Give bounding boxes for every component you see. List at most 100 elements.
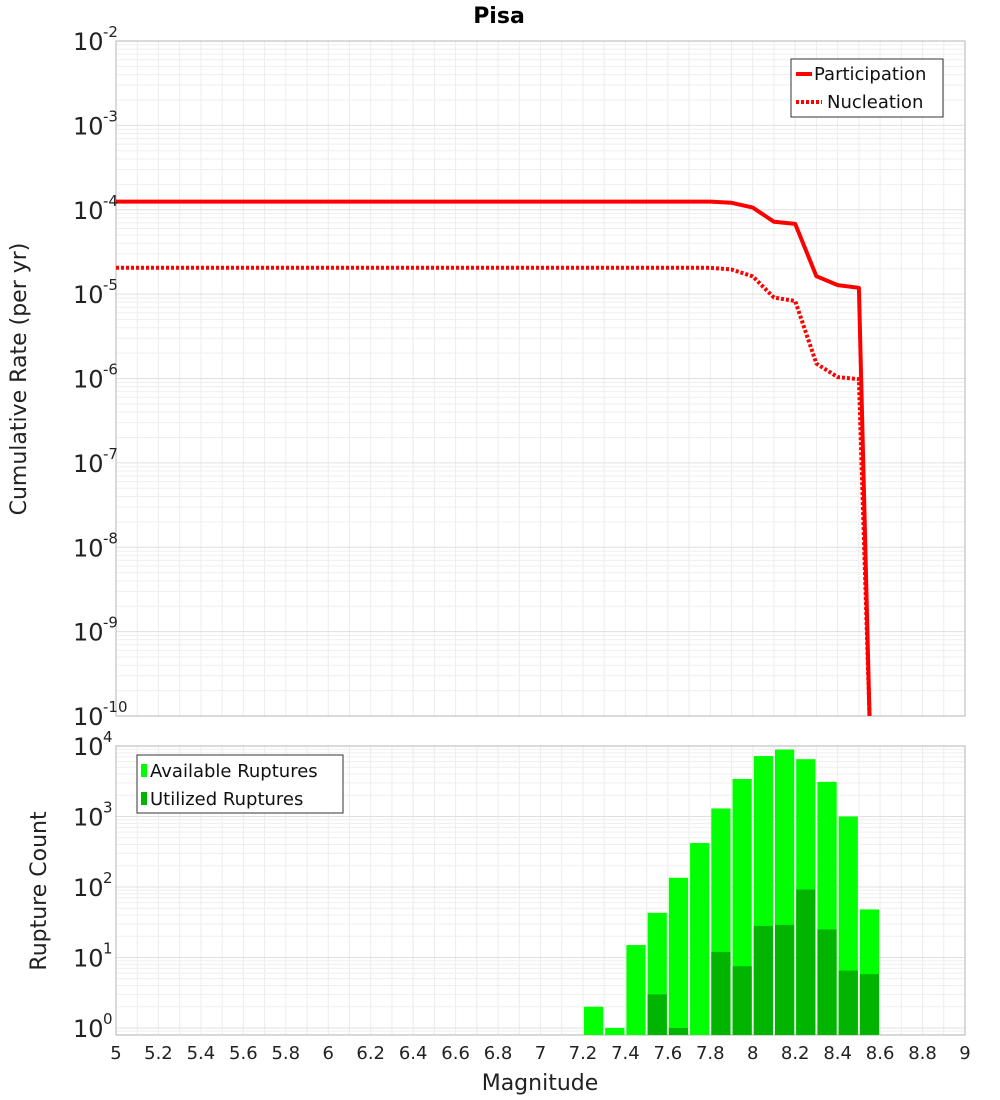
x-tick-label: 8.4 (823, 1043, 852, 1064)
tick-exponent: -4 (103, 192, 118, 210)
tick-base: 10 (73, 733, 104, 761)
utilized-rupture-bar (753, 925, 773, 1035)
x-tick-label: 6.2 (356, 1043, 385, 1064)
x-tick-label: 7.6 (654, 1043, 683, 1064)
tick-exponent: -2 (103, 23, 118, 41)
tick-base: 10 (73, 534, 104, 562)
top-y-tick-label: 10 -2 (73, 23, 118, 56)
bottom-y-axis-label: Rupture Count (27, 811, 52, 971)
x-tick-label: 8.8 (908, 1043, 937, 1064)
x-tick-label: 6.4 (399, 1043, 428, 1064)
top-y-tick-label: 10 -10 (73, 698, 128, 731)
utilized-rupture-bar (668, 1027, 689, 1035)
bottom-y-tick-label: 10 2 (73, 869, 113, 902)
x-tick-label: 5.6 (229, 1043, 258, 1064)
tick-exponent: -6 (103, 361, 118, 379)
utilized-rupture-bar (732, 966, 752, 1035)
utilized-rupture-bar (711, 951, 731, 1035)
available-rupture-bar (690, 843, 710, 1035)
tick-exponent: -7 (103, 445, 118, 463)
top-y-tick-label: 10 -6 (73, 361, 118, 394)
bottom-y-tick-label: 10 0 (73, 1010, 113, 1043)
tick-base: 10 (73, 450, 104, 478)
tick-base: 10 (73, 874, 104, 902)
tick-base: 10 (73, 803, 104, 831)
tick-base: 10 (73, 28, 104, 56)
tick-base: 10 (73, 366, 104, 394)
legend-available-swatch (141, 764, 147, 777)
top-y-tick-label: 10 -8 (73, 529, 118, 562)
bottom-plot-frame (115, 745, 966, 1036)
bottom-y-tick-label: 10 4 (73, 728, 113, 761)
x-tick-label: 7.8 (696, 1043, 725, 1064)
tick-exponent: -5 (103, 276, 118, 294)
tick-exponent: 3 (103, 798, 113, 816)
utilized-rupture-bar (647, 994, 667, 1035)
top-y-axis-label: Cumulative Rate (per yr) (7, 243, 32, 516)
top-y-tick-label: 10 -4 (73, 192, 118, 225)
x-tick-label: 6.8 (484, 1043, 513, 1064)
x-tick-label: 8.6 (866, 1043, 895, 1064)
x-axis-label: Magnitude (482, 1071, 599, 1096)
x-tick-label: 9 (959, 1043, 970, 1064)
x-tick-label: 5.4 (187, 1043, 216, 1064)
legend-nucleation-label: Nucleation (827, 92, 923, 113)
bottom-legend: Available Ruptures Utilized Ruptures (136, 754, 344, 814)
available-rupture-bar (605, 1027, 625, 1035)
tick-base: 10 (73, 281, 104, 309)
legend-utilized-label: Utilized Ruptures (150, 789, 303, 810)
x-tick-label: 6.6 (441, 1043, 470, 1064)
top-y-tick-label: 10 -7 (73, 445, 118, 478)
bottom-y-tick-label: 10 1 (73, 939, 113, 972)
tick-base: 10 (73, 1015, 104, 1043)
utilized-rupture-bar (817, 929, 837, 1035)
top-legend-box (790, 58, 944, 118)
x-tick-label: 5.8 (271, 1043, 300, 1064)
top-legend: Participation Nucleation (790, 58, 944, 118)
legend-participation-label: Participation (814, 64, 926, 85)
nucleation-line (116, 265, 872, 717)
top-grid (115, 41, 966, 717)
participation-line (116, 199, 872, 717)
chart-title: Pisa (473, 4, 525, 29)
tick-exponent: -9 (103, 614, 118, 632)
x-tick-label: 7.2 (569, 1043, 598, 1064)
tick-exponent: 4 (103, 728, 113, 746)
x-tick-label: 7 (535, 1043, 546, 1064)
available-rupture-bar (626, 945, 646, 1035)
top-y-tick-label: 10 -5 (73, 276, 118, 309)
utilized-rupture-bar (838, 970, 858, 1035)
tick-exponent: -3 (103, 107, 118, 125)
utilized-rupture-bar (859, 974, 880, 1035)
tick-base: 10 (73, 619, 104, 647)
legend-available-label: Available Ruptures (150, 761, 318, 782)
tick-exponent: -10 (103, 698, 128, 716)
bottom-y-tick-label: 10 3 (73, 798, 113, 831)
x-tick-label: 5 (110, 1043, 121, 1064)
tick-exponent: 0 (103, 1010, 113, 1028)
x-tick-label: 7.4 (611, 1043, 640, 1064)
x-ticks: 5 5.2 5.4 5.6 5.8 6 6.2 6.4 6.6 6.8 7 7.2 7.4 7.6 7.8 8… (110, 1043, 970, 1064)
top-plot-frame (115, 40, 966, 717)
available-rupture-bar (668, 877, 689, 1035)
utilized-rupture-bar (774, 924, 795, 1035)
tick-exponent: -8 (103, 529, 118, 547)
available-rupture-bar (583, 1006, 604, 1035)
tick-base: 10 (73, 703, 104, 731)
rate-lines (116, 199, 872, 717)
rupture-bars (583, 749, 880, 1035)
x-tick-label: 6 (323, 1043, 334, 1064)
x-tick-label: 8 (747, 1043, 758, 1064)
top-y-tick-label: 10 -9 (73, 614, 118, 647)
bottom-legend-box (136, 754, 344, 814)
tick-exponent: 2 (103, 869, 113, 887)
tick-base: 10 (73, 197, 104, 225)
tick-exponent: 1 (103, 939, 113, 957)
tick-base: 10 (73, 112, 104, 140)
top-y-ticks: 10-210-310-410-510-610-710-810-910-10 (73, 23, 128, 731)
utilized-rupture-bar (796, 889, 816, 1035)
tick-base: 10 (73, 944, 104, 972)
